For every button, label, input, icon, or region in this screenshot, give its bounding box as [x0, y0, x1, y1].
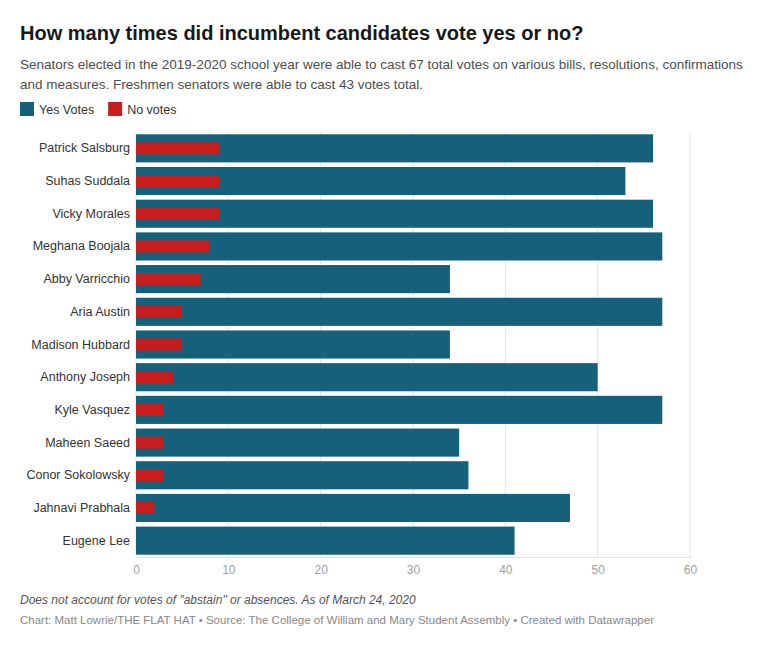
title: How many times did incumbent candidates … — [20, 22, 583, 44]
y-tick: Meghana Boojala — [33, 239, 136, 253]
y-tick: Madison Hubbard — [31, 338, 136, 352]
grid — [136, 132, 690, 557]
y-tick-label: Abby Varricchio — [43, 272, 130, 286]
bar — [136, 134, 653, 162]
y-tick-label: Aria Austin — [70, 305, 130, 319]
x-tick-label: 10 — [222, 563, 236, 577]
bar — [136, 429, 459, 457]
bar — [136, 175, 219, 187]
grid-line — [597, 132, 598, 557]
bar — [136, 338, 182, 350]
y-tick: Anthony Joseph — [40, 370, 136, 384]
bars — [136, 134, 662, 554]
y-tick-label: Vicky Morales — [52, 207, 130, 221]
x-tick: 40 — [499, 557, 513, 577]
bar — [136, 240, 210, 252]
bar — [136, 273, 201, 285]
bar — [136, 535, 137, 547]
bar — [136, 404, 164, 416]
bar — [136, 167, 625, 195]
bar — [136, 142, 219, 154]
bar — [136, 494, 570, 522]
y-tick: Maheen Saeed — [45, 436, 136, 450]
y-tick-label: Madison Hubbard — [31, 338, 130, 352]
y-tick-label: Eugene Lee — [63, 534, 130, 548]
source: Chart: Matt Lowrie/THE FLAT HAT • Source… — [20, 614, 654, 626]
note: Does not account for votes of "abstain" … — [20, 593, 416, 607]
y-tick: Patrick Salsburg — [39, 141, 136, 155]
x-tick-label: 40 — [499, 563, 513, 577]
bar — [136, 527, 515, 555]
y-tick: Abby Varricchio — [43, 272, 136, 286]
x-tick-label: 30 — [407, 563, 421, 577]
x-tick: 60 — [684, 557, 698, 577]
bar — [136, 232, 662, 260]
y-tick-label: Jahnavi Prabhala — [33, 501, 130, 515]
bar — [136, 437, 164, 449]
y-tick-label: Meghana Boojala — [33, 239, 130, 253]
subtitle-line: and measures. Freshmen senators were abl… — [20, 77, 423, 92]
bar — [136, 330, 450, 358]
grid-line — [505, 132, 506, 557]
x-tick: 20 — [314, 557, 328, 577]
y-tick-label: Anthony Joseph — [40, 370, 130, 384]
subtitle-line: Senators elected in the 2019-2020 school… — [20, 57, 743, 72]
chart: How many times did incumbent candidates … — [0, 0, 768, 649]
x-tick: 0 — [133, 557, 140, 577]
y-axis: Patrick Salsburg Suhas Suddala Vicky Moral… — [26, 141, 136, 547]
y-tick: Suhas Suddala — [45, 174, 136, 188]
x-tick: 50 — [591, 557, 605, 577]
legend-swatch — [20, 102, 34, 116]
y-tick: Aria Austin — [70, 305, 136, 319]
x-axis-line — [137, 557, 691, 558]
y-tick-label: Maheen Saeed — [45, 436, 130, 450]
bar — [136, 265, 450, 293]
bar — [136, 502, 154, 514]
y-tick: Eugene Lee — [63, 534, 136, 548]
x-tick-label: 60 — [684, 563, 698, 577]
x-tick-label: 50 — [591, 563, 605, 577]
bar — [136, 306, 182, 318]
y-tick-label: Kyle Vasquez — [54, 403, 130, 417]
legend-swatch — [108, 102, 122, 116]
y-tick-label: Suhas Suddala — [45, 174, 130, 188]
legend: Yes Votes No votes — [20, 102, 176, 117]
bar — [136, 469, 164, 481]
y-tick: Vicky Morales — [52, 207, 136, 221]
legend-label: No votes — [127, 103, 176, 117]
legend-label: Yes Votes — [39, 103, 94, 117]
x-axis: 0 10 20 30 40 50 60 — [133, 557, 697, 577]
y-tick: Jahnavi Prabhala — [33, 501, 136, 515]
bar — [136, 363, 598, 391]
y-tick: Kyle Vasquez — [54, 403, 136, 417]
bar — [136, 396, 662, 424]
subtitle: Senators elected in the 2019-2020 school… — [20, 57, 743, 92]
bar — [136, 208, 219, 220]
bar — [136, 371, 173, 383]
x-tick-label: 0 — [133, 563, 140, 577]
bar — [136, 298, 662, 326]
x-tick-label: 20 — [314, 563, 328, 577]
x-tick: 10 — [222, 557, 236, 577]
y-tick-label: Patrick Salsburg — [39, 141, 130, 155]
grid-line — [690, 132, 691, 557]
y-tick-label: Conor Sokolowsky — [26, 468, 130, 482]
y-tick: Conor Sokolowsky — [26, 468, 136, 482]
x-tick: 30 — [407, 557, 421, 577]
bar — [136, 461, 468, 489]
bar — [136, 200, 653, 228]
